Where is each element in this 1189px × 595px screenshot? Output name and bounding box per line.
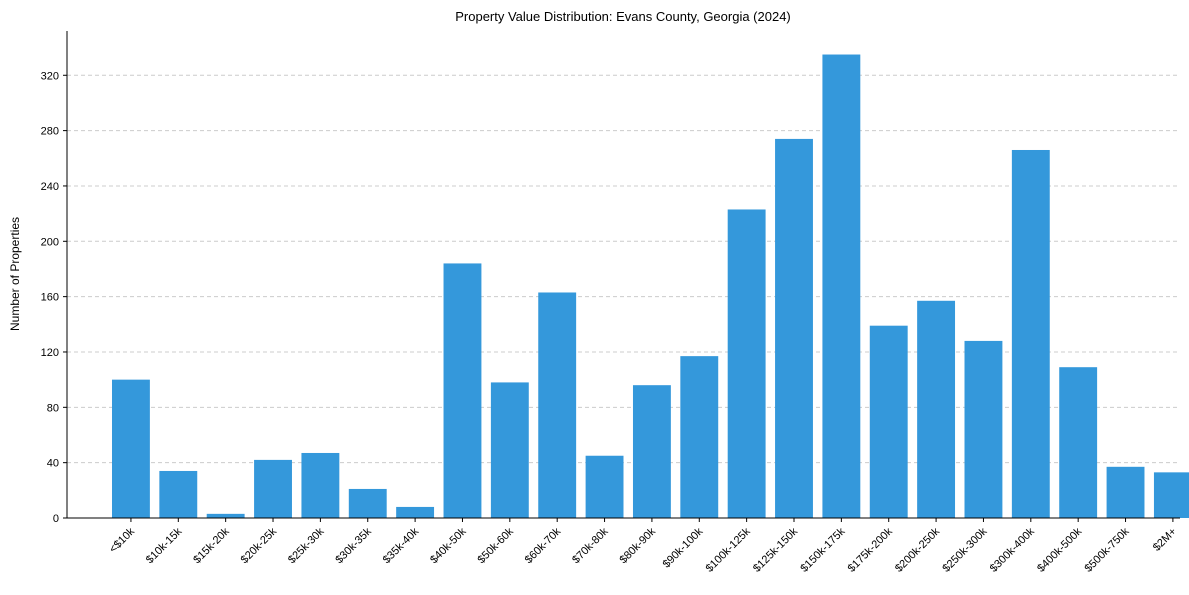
- x-tick-label: $15k-20k: [191, 525, 232, 566]
- bars: [111, 54, 1189, 518]
- bar: [301, 452, 340, 518]
- x-tick-label: $30k-35k: [333, 525, 374, 566]
- bar: [869, 325, 908, 518]
- bar: [917, 300, 956, 518]
- bar: [490, 382, 529, 518]
- bar: [348, 488, 387, 518]
- x-tick-label: $100k-125k: [704, 525, 753, 574]
- y-tick-label: 280: [41, 126, 59, 138]
- x-tick-label: $125k-150k: [751, 525, 800, 574]
- y-tick-label: 240: [41, 181, 59, 193]
- bar: [396, 506, 435, 518]
- x-tick-label: $90k-100k: [661, 525, 706, 570]
- bar: [680, 356, 719, 518]
- x-tick-label: $80k-90k: [618, 525, 659, 566]
- x-tick-label: $175k-200k: [846, 525, 895, 574]
- bar: [585, 455, 624, 518]
- bar: [1059, 367, 1098, 518]
- y-tick-label: 80: [47, 402, 59, 414]
- bar: [111, 379, 150, 518]
- bar: [1153, 472, 1189, 518]
- bar: [443, 263, 482, 518]
- bar: [632, 385, 671, 518]
- x-tick-label: $35k-40k: [381, 525, 422, 566]
- bar: [159, 470, 198, 518]
- x-tick-label: $200k-250k: [893, 525, 942, 574]
- bar: [538, 292, 577, 518]
- y-tick-label: 160: [41, 292, 59, 304]
- x-tick-label: $400k-500k: [1035, 525, 1084, 574]
- y-tick-label: 40: [47, 458, 59, 470]
- bar: [254, 459, 292, 518]
- x-tick-label: $500k-750k: [1083, 525, 1132, 574]
- bar: [964, 340, 1003, 518]
- y-tick-label: 200: [41, 236, 59, 248]
- y-axis-label: Number of Properties: [8, 217, 22, 331]
- x-tick-label: $40k-50k: [428, 525, 469, 566]
- axes: [66, 31, 1180, 519]
- x-tick-label: $50k-60k: [475, 525, 516, 566]
- bar: [775, 138, 813, 518]
- x-tick-label: $20k-25k: [239, 525, 280, 566]
- y-ticks: 0 40 80 120 160 200 240 280 320: [41, 70, 67, 525]
- bar: [206, 513, 245, 518]
- bar: [727, 209, 766, 518]
- x-tick-label: $300k-400k: [988, 525, 1037, 574]
- x-tick-label: $25k-30k: [286, 525, 327, 566]
- bar: [1011, 149, 1050, 518]
- bar: [1106, 466, 1145, 518]
- x-tick-label: $2M+: [1151, 526, 1179, 554]
- x-tick-label: $70k-80k: [570, 525, 611, 566]
- x-tick-label: $10k-15k: [144, 525, 185, 566]
- x-tick-label: $250k-300k: [940, 525, 989, 574]
- y-tick-label: 0: [53, 513, 59, 525]
- chart-title: Property Value Distribution: Evans Count…: [455, 9, 791, 24]
- x-tick-label: $150k-175k: [798, 525, 847, 574]
- y-tick-label: 320: [41, 70, 59, 82]
- bar: [822, 54, 861, 518]
- x-tick-label: $60k-70k: [523, 525, 564, 566]
- x-ticks: <$10k $10k-15k $15k-20k $20k-25k $25k-30k $30…: [107, 518, 1179, 575]
- y-tick-label: 120: [41, 347, 59, 359]
- x-tick-label: <$10k: [107, 525, 137, 555]
- grid-lines: [67, 74, 1180, 464]
